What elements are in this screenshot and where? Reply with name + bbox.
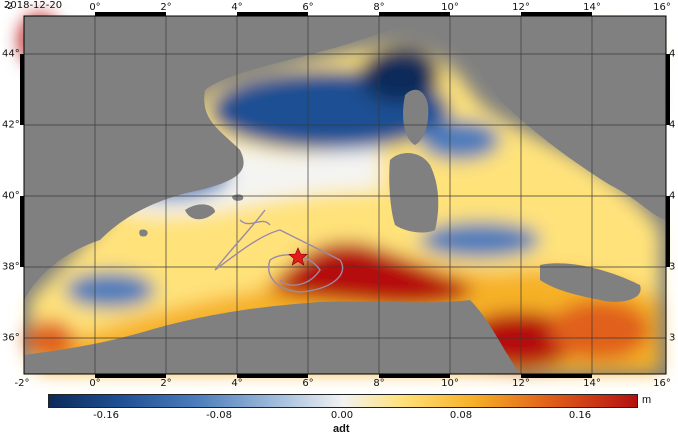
lon-tick-label: 2° bbox=[160, 378, 172, 389]
colorbar-tick-label: -0.16 bbox=[93, 410, 119, 421]
lat-tick-label: 38° bbox=[2, 261, 20, 273]
lat-tick-label: 3 bbox=[669, 332, 676, 344]
lat-tick-label: 4 bbox=[669, 48, 676, 60]
lon-tick-label: 2° bbox=[160, 2, 172, 13]
colorbar bbox=[48, 394, 638, 408]
lat-tick-label: 44° bbox=[2, 48, 20, 60]
lat-tick-label: 40° bbox=[2, 190, 20, 202]
lon-tick-label: 0° bbox=[89, 2, 101, 13]
lon-tick-label: 6° bbox=[302, 378, 314, 389]
date-text: 2018-12-20 bbox=[4, 0, 63, 11]
lon-tick-label: 6° bbox=[302, 2, 314, 13]
colorbar-tick-label: -0.08 bbox=[206, 410, 232, 421]
float-trajectory bbox=[214, 209, 344, 293]
lon-tick-label: 14° bbox=[583, 378, 601, 389]
star-icon bbox=[288, 247, 308, 266]
colorbar-unit: m bbox=[642, 394, 652, 406]
corner-label: -2 bbox=[4, 2, 13, 12]
date-label: 2018-12-20 bbox=[4, 0, 62, 11]
colorbar-tick-label: 0.16 bbox=[568, 410, 592, 421]
gridlines bbox=[24, 16, 666, 374]
land bbox=[24, 16, 666, 374]
lon-tick-label: 8° bbox=[373, 378, 385, 389]
lat-tick-label: 4 bbox=[669, 190, 676, 202]
lon-tick-label: 12° bbox=[512, 2, 530, 13]
lon-tick-label: 14° bbox=[583, 2, 601, 13]
lat-tick-label: 3 bbox=[669, 261, 676, 273]
map-frame-scale bbox=[20, 12, 670, 378]
lon-tick-label: 10° bbox=[441, 378, 459, 389]
lon-tick-label: 12° bbox=[512, 378, 530, 389]
lon-tick-label: 4° bbox=[231, 378, 243, 389]
lat-tick-label: 36° bbox=[2, 332, 20, 344]
lat-tick-label: 42° bbox=[2, 119, 20, 131]
colorbar-tick-label: 0.00 bbox=[330, 410, 354, 421]
lat-tick-label: 4 bbox=[669, 119, 676, 131]
lon-tick-label: 4° bbox=[231, 2, 243, 13]
lon-tick-label: 16° bbox=[653, 378, 671, 389]
lon-tick-label: 8° bbox=[373, 2, 385, 13]
lon-tick-label: 0° bbox=[89, 378, 101, 389]
colorbar-variable: adt bbox=[333, 423, 350, 435]
colorbar-tick-label: 0.08 bbox=[449, 410, 473, 421]
lon-tick-label: -2° bbox=[14, 378, 30, 389]
lon-tick-label: 16° bbox=[653, 2, 671, 13]
lon-tick-label: 10° bbox=[441, 2, 459, 13]
